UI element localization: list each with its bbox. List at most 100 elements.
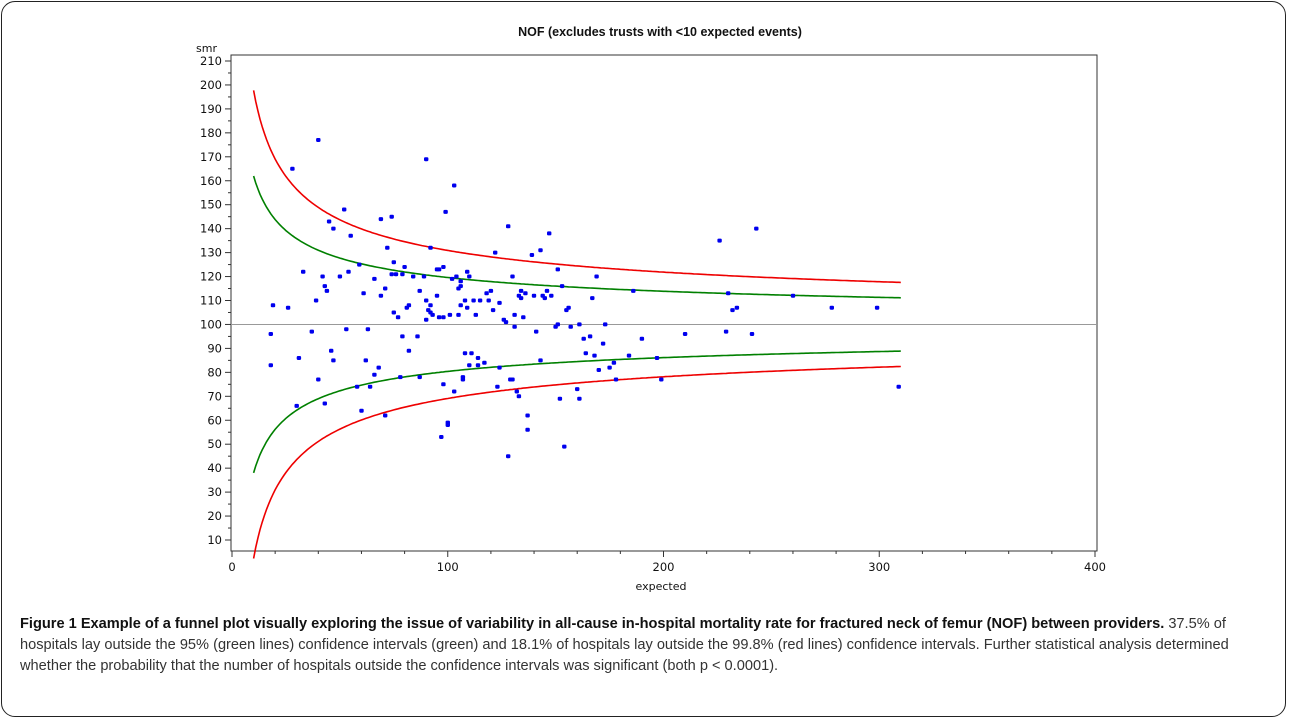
data-point <box>378 293 384 298</box>
data-point <box>587 334 593 339</box>
x-tick-label: 100 <box>437 560 459 574</box>
data-point <box>434 293 440 298</box>
data-point <box>329 348 334 353</box>
y-tick-label: 180 <box>200 126 222 140</box>
data-point <box>512 312 517 317</box>
data-point <box>521 315 526 320</box>
data-point <box>342 207 347 212</box>
y-tick-label: 140 <box>200 222 222 236</box>
data-point <box>402 265 407 269</box>
data-point <box>659 377 664 382</box>
y-tick-label: 90 <box>207 341 222 355</box>
y-tick-label: 20 <box>207 509 222 523</box>
data-point <box>596 368 601 372</box>
data-point <box>424 317 429 322</box>
data-point <box>411 274 416 279</box>
data-point <box>631 288 636 293</box>
x-tick-label: 0 <box>228 560 235 574</box>
data-point <box>506 454 511 459</box>
data-point <box>385 245 390 250</box>
data-point <box>544 288 550 293</box>
data-point <box>581 336 586 341</box>
data-point <box>452 183 457 188</box>
data-point <box>495 384 500 389</box>
data-point <box>322 401 327 406</box>
data-point <box>600 341 606 346</box>
data-point <box>754 226 759 231</box>
data-point <box>829 305 834 310</box>
data-point <box>395 315 401 320</box>
data-point <box>510 377 515 382</box>
y-tick-label: 80 <box>207 365 222 379</box>
data-point <box>376 365 381 370</box>
data-point <box>503 320 509 325</box>
data-point <box>555 267 560 272</box>
data-point <box>367 384 373 389</box>
data-point <box>477 298 483 303</box>
data-point <box>361 291 366 296</box>
data-point <box>488 288 494 293</box>
x-tick-label: 400 <box>1084 560 1106 574</box>
data-point <box>331 226 336 231</box>
data-point <box>473 312 478 317</box>
y-tick-label: 160 <box>200 174 222 188</box>
data-point <box>268 363 273 368</box>
data-point <box>538 248 543 253</box>
y-tick-label: 210 <box>200 54 222 68</box>
data-point <box>542 296 547 301</box>
data-point <box>555 322 560 327</box>
data-point <box>562 444 567 449</box>
data-point <box>389 214 394 219</box>
data-point <box>417 375 422 380</box>
data-point <box>428 245 433 250</box>
data-point <box>344 327 349 332</box>
data-point <box>575 387 580 392</box>
data-point <box>441 315 446 320</box>
data-point <box>391 310 396 315</box>
data-point <box>270 303 276 308</box>
data-point <box>389 272 394 277</box>
data-point <box>462 298 468 303</box>
x-tick-label: 300 <box>868 560 890 574</box>
data-point <box>516 394 522 399</box>
data-point <box>393 272 399 277</box>
data-point <box>316 377 321 382</box>
data-point <box>383 286 388 291</box>
data-point <box>458 284 463 289</box>
data-point <box>490 308 496 313</box>
figure-label: Figure 1 <box>20 616 77 632</box>
data-point <box>436 267 442 272</box>
data-point <box>445 423 450 427</box>
x-axis-label: expected <box>636 580 687 593</box>
data-point <box>538 358 543 363</box>
data-point <box>436 315 442 320</box>
data-point <box>717 238 722 243</box>
data-point <box>316 138 321 142</box>
figure-body: 37.5% of hospitals lay outside the 95% (… <box>20 616 1229 674</box>
y-tick-label: 200 <box>200 78 222 92</box>
data-point <box>469 351 474 356</box>
y-tick-label: 30 <box>207 485 222 499</box>
plot-area <box>230 54 1098 552</box>
data-point <box>372 276 377 281</box>
data-point <box>296 356 302 360</box>
x-axis-ticks: 0 100 200 300 400 <box>228 551 1106 574</box>
data-point <box>285 305 291 310</box>
data-point <box>493 250 498 255</box>
data-point <box>583 351 588 356</box>
data-point <box>594 274 599 279</box>
data-point <box>294 403 299 408</box>
data-point <box>417 288 422 293</box>
x-tick-label: 200 <box>653 560 675 574</box>
data-point <box>613 377 619 382</box>
data-point <box>331 358 336 363</box>
figure-title: Example of a funnel plot visually explor… <box>80 616 1165 632</box>
data-point <box>363 358 368 363</box>
data-point <box>424 157 429 162</box>
data-point <box>391 260 396 265</box>
data-point <box>603 322 608 327</box>
y-axis-ticks: 10 20 30 40 50 60 70 80 90 100 110 120 130 140 150 160 1… <box>200 54 231 547</box>
data-point <box>400 334 405 339</box>
data-point <box>525 413 530 418</box>
data-point <box>626 353 632 358</box>
